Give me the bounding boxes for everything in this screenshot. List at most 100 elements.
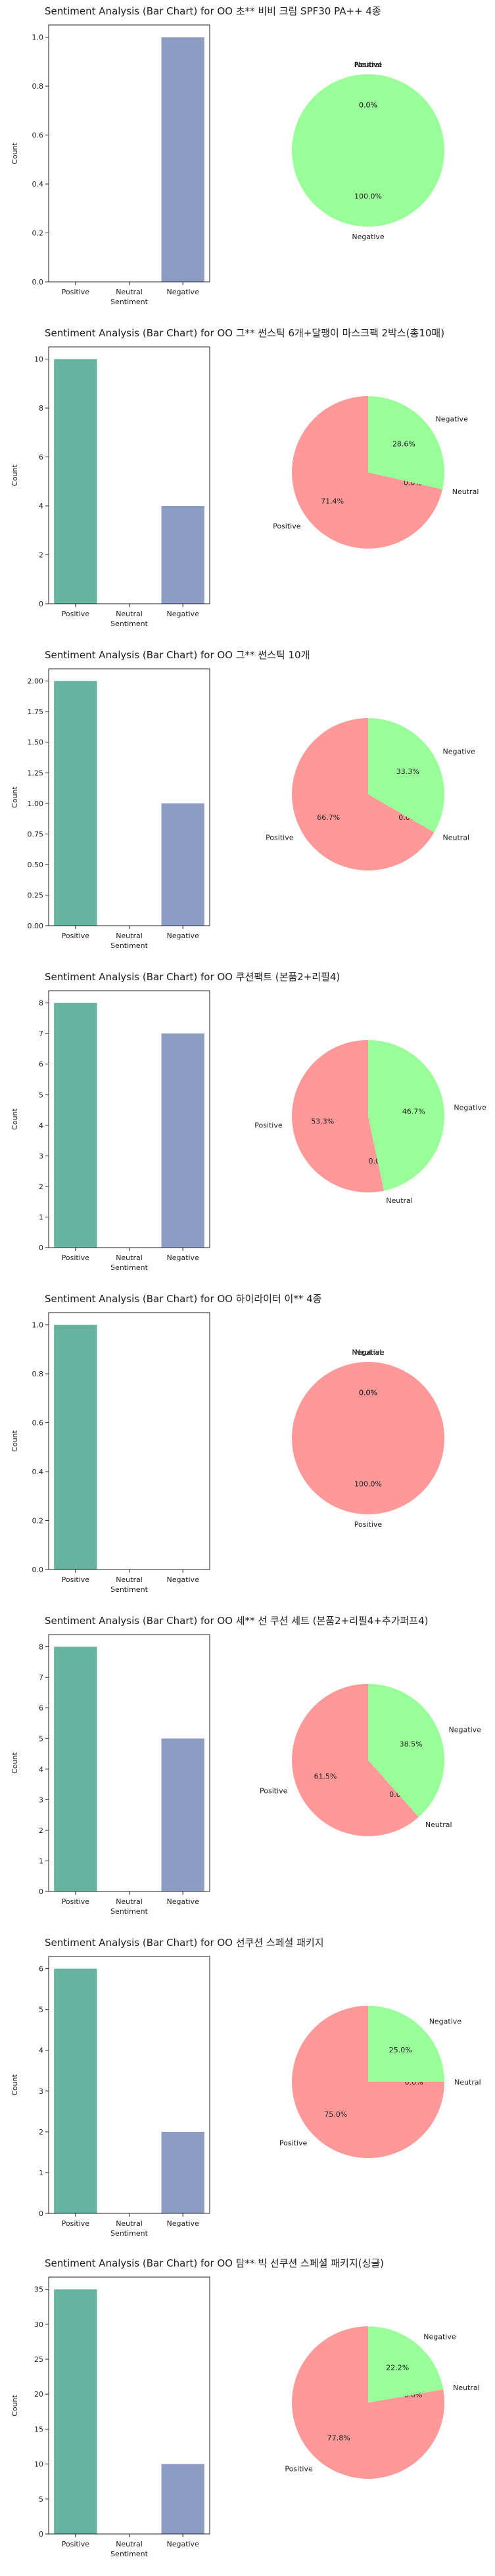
y-tick-label: 0.6 xyxy=(32,1419,44,1428)
x-tick-label: Negative xyxy=(166,1897,199,1906)
bar-positive xyxy=(54,1646,97,1891)
y-tick-label: 2 xyxy=(39,1826,43,1835)
chart-block: Sentiment Analysis (Bar Chart) for OO 탐*… xyxy=(11,2257,480,2558)
pie-label: Neutral xyxy=(452,487,479,496)
x-axis-label: Sentiment xyxy=(110,2550,149,2558)
bar-positive xyxy=(54,1003,97,1248)
pie-slice-positive xyxy=(292,2326,445,2479)
bar-negative xyxy=(161,2464,204,2534)
bar-negative xyxy=(161,1738,204,1891)
y-tick-label: 2 xyxy=(39,1183,43,1191)
y-tick-label: 0.00 xyxy=(28,922,44,930)
chart-block: Sentiment Analysis (Bar Chart) for OO 쿠션… xyxy=(11,971,486,1272)
y-tick-label: 0 xyxy=(39,1887,43,1896)
pie-label: Neutral xyxy=(454,2078,481,2087)
x-tick-label: Positive xyxy=(62,2540,90,2548)
y-tick-label: 1 xyxy=(39,1857,43,1865)
x-axis-label: Sentiment xyxy=(110,298,149,306)
pie-label: Negative xyxy=(423,2333,456,2341)
y-tick-label: 6 xyxy=(39,1704,43,1713)
y-tick-label: 2 xyxy=(39,551,43,560)
pie-pct-label: 22.2% xyxy=(386,2364,409,2372)
pie-label: Positive xyxy=(354,60,383,69)
y-axis-label: Count xyxy=(11,2394,19,2416)
pie-slice-negative xyxy=(368,1040,444,1191)
pie-label-overlap: Neutral xyxy=(355,60,382,69)
y-tick-label: 25 xyxy=(34,2355,43,2364)
x-tick-label: Positive xyxy=(62,1575,90,1584)
y-tick-label: 8 xyxy=(39,999,43,1008)
chart-title: Sentiment Analysis (Bar Chart) for OO 탐*… xyxy=(45,2257,384,2269)
pie-pct-label: 75.0% xyxy=(324,2110,347,2119)
bar-positive xyxy=(54,1324,97,1570)
pie-pct-label: 25.0% xyxy=(389,2046,412,2054)
pie-slice-negative xyxy=(368,2006,444,2082)
chart-title: Sentiment Analysis (Bar Chart) for OO 선쿠… xyxy=(45,1937,324,1949)
pie-pct-overlap: 0.0% xyxy=(359,1388,377,1397)
x-tick-label: Positive xyxy=(62,610,90,618)
bar-negative xyxy=(161,803,204,926)
pie-slice-positive xyxy=(291,396,443,549)
y-tick-label: 3 xyxy=(39,1796,43,1804)
chart-title: Sentiment Analysis (Bar Chart) for OO 초*… xyxy=(45,5,381,17)
x-tick-label: Negative xyxy=(166,2219,199,2228)
pie-label: Positive xyxy=(273,522,301,531)
y-tick-label: 6 xyxy=(39,453,43,462)
y-tick-label: 4 xyxy=(39,2046,43,2055)
pie-pct-label: 66.7% xyxy=(317,813,340,822)
x-tick-label: Negative xyxy=(166,1575,199,1584)
pie-pct-label: 77.8% xyxy=(327,2433,350,2442)
pie-slice-negative xyxy=(292,74,444,227)
y-tick-label: 1.0 xyxy=(32,1321,44,1330)
pie-pct-label: 38.5% xyxy=(400,1740,423,1748)
y-tick-label: 8 xyxy=(39,404,43,413)
pie-pct-label: 33.3% xyxy=(396,767,419,776)
pie-label: Positive xyxy=(254,1121,283,1130)
pie-label: Negative xyxy=(429,2017,462,2025)
x-tick-label: Negative xyxy=(166,932,199,940)
chart-title: Sentiment Analysis (Bar Chart) for OO 그*… xyxy=(45,649,310,661)
y-tick-label: 8 xyxy=(39,1643,43,1652)
y-tick-label: 0.6 xyxy=(32,131,44,140)
x-tick-label: Neutral xyxy=(116,610,143,618)
pie-label: Negative xyxy=(449,1726,482,1734)
pie-slice-positive xyxy=(291,1040,385,1193)
bar-positive xyxy=(54,359,97,604)
x-axis-label: Sentiment xyxy=(110,1263,149,1272)
y-tick-label: 6 xyxy=(39,1060,43,1069)
pie-slice-negative xyxy=(368,2326,444,2403)
pie-slice-negative xyxy=(368,1684,444,1817)
y-tick-label: 1.75 xyxy=(28,708,44,716)
pie-slice-positive xyxy=(292,1362,444,1514)
y-tick-label: 0.25 xyxy=(28,891,44,899)
chart-block: Sentiment Analysis (Bar Chart) for OO 그*… xyxy=(11,327,479,628)
pie-label: Negative xyxy=(454,1103,486,1112)
x-axis-label: Sentiment xyxy=(110,620,149,628)
chart-title: Sentiment Analysis (Bar Chart) for OO 그*… xyxy=(45,327,444,339)
pie-label: Positive xyxy=(260,1786,288,1795)
plot-frame xyxy=(48,1634,210,1892)
pie-label: Positive xyxy=(354,1520,383,1529)
y-tick-label: 1.00 xyxy=(28,800,44,808)
x-tick-label: Neutral xyxy=(116,932,143,940)
y-axis-label: Count xyxy=(11,1430,19,1451)
y-tick-label: 1 xyxy=(39,2169,43,2177)
pie-label: Neutral xyxy=(443,834,470,842)
x-axis-label: Sentiment xyxy=(110,1907,149,1916)
y-tick-label: 0 xyxy=(39,600,43,608)
pie-slice-positive xyxy=(291,1684,419,1836)
x-tick-label: Neutral xyxy=(116,288,143,296)
y-tick-label: 0.8 xyxy=(32,1370,44,1378)
pie-pct-label: 46.7% xyxy=(402,1108,425,1116)
bar-positive xyxy=(54,681,97,926)
y-axis-label: Count xyxy=(11,2073,19,2095)
y-tick-label: 0.50 xyxy=(28,861,44,869)
y-axis-label: Count xyxy=(11,1751,19,1773)
pie-label: Positive xyxy=(279,2139,308,2148)
x-tick-label: Neutral xyxy=(116,1575,143,1584)
y-tick-label: 10 xyxy=(34,2460,43,2469)
chart-block: Sentiment Analysis (Bar Chart) for OO 초*… xyxy=(11,5,444,306)
x-tick-label: Negative xyxy=(166,288,199,296)
